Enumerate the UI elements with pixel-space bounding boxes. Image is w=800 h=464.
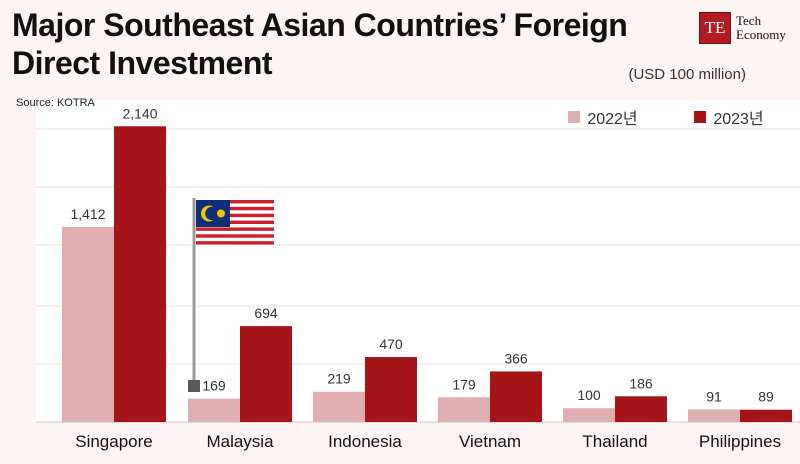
chart-title-line-2: Direct Investment — [12, 45, 273, 81]
legend-item-2022: 2022년 — [568, 105, 638, 129]
legend-label-2023: 2023년 — [713, 111, 764, 128]
category-label-indonesia: Indonesia — [328, 432, 402, 451]
logo-line-1: Tech — [736, 13, 762, 28]
logo-mark: TE — [699, 12, 731, 44]
category-label-vietnam: Vietnam — [459, 432, 521, 451]
legend-item-2023: 2023년 — [694, 105, 764, 129]
category-label-singapore: Singapore — [75, 432, 153, 451]
tech-economy-logo: TE Tech Economy — [699, 12, 786, 44]
legend-swatch-2023 — [694, 111, 707, 123]
category-label-philippines: Philippines — [699, 432, 781, 451]
title-block: Major Southeast Asian Countries’ Foreign… — [12, 6, 692, 82]
legend: 2022년 2023년 — [540, 100, 792, 134]
legend-label-2022: 2022년 — [587, 111, 638, 128]
category-label-malaysia: Malaysia — [206, 432, 274, 451]
source-label: Source: KOTRA — [16, 97, 95, 109]
category-label-thailand: Thailand — [582, 432, 647, 451]
plot-area — [36, 100, 800, 422]
legend-swatch-2022 — [568, 111, 581, 123]
logo-line-2: Economy — [736, 27, 786, 42]
chart-title-line-1: Major Southeast Asian Countries’ Foreign — [12, 7, 628, 43]
unit-label: (USD 100 million) — [628, 66, 746, 83]
logo-wordmark: Tech Economy — [736, 14, 786, 42]
